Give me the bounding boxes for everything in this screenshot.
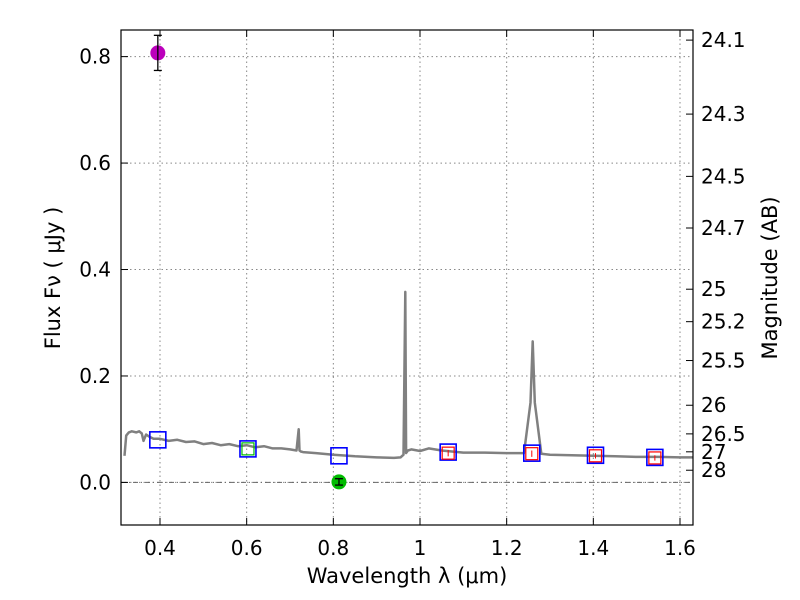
mag-tick-label-7: 26: [701, 393, 726, 417]
mag-tick-label-10: 28: [701, 458, 726, 482]
y-tick-label-2: 0.4: [79, 258, 111, 282]
series-1-square-4: [522, 444, 541, 462]
y-axis-right-label: Magnitude (AB): [758, 196, 782, 359]
y-tick-label-3: 0.6: [79, 151, 111, 175]
data-series: [123, 34, 693, 490]
series-2-square-0: [441, 446, 455, 460]
x-tick-label-0: 0.4: [144, 536, 176, 560]
x-tick-label-3: 1: [414, 536, 427, 560]
grid-lines: [121, 30, 693, 525]
x-tick-label-1: 0.6: [231, 536, 263, 560]
mag-tick-label-3: 24.7: [701, 216, 746, 240]
x-tick-label-5: 1.4: [577, 536, 609, 560]
mag-tick-label-1: 24.3: [701, 102, 746, 126]
x-tick-label-2: 0.8: [317, 536, 349, 560]
plot-frame: [120, 29, 694, 526]
series-2-square-2: [588, 449, 603, 463]
series-1-square-0: [149, 431, 167, 449]
sed-model-line: [123, 290, 693, 460]
series-2-square-3: [648, 451, 662, 465]
series-1-square-5: [586, 446, 605, 465]
y-tick-label-1: 0.2: [79, 364, 111, 388]
mag-tick-label-8: 26.5: [701, 422, 746, 446]
x-tick-label-6: 1.6: [664, 536, 696, 560]
y-tick-label-4: 0.8: [79, 45, 111, 69]
y-axis-label: Flux Fν ( μJy ): [41, 207, 65, 350]
mag-tick-label-0: 24.1: [701, 28, 746, 52]
axis-ticks: 0.4 0.6 0.8 1 1.2 1.4 1.6 0.0 0.2 0.4 0.6 0.8 24.1 24…: [79, 28, 745, 560]
series-1-square-6: [646, 448, 664, 467]
series-1-square-1: [239, 440, 257, 458]
mag-tick-label-2: 24.5: [701, 164, 746, 188]
y-tick-label-0: 0.0: [79, 470, 111, 494]
x-tick-label-4: 1.2: [491, 536, 523, 560]
mag-tick-label-5: 25.2: [701, 310, 746, 334]
series-3-square-0: [241, 442, 255, 456]
x-axis-label: Wavelength λ (μm): [307, 564, 508, 588]
series-1-square-3: [439, 443, 457, 461]
mag-tick-label-9: 27: [701, 440, 726, 464]
series-1-square-2: [330, 447, 348, 465]
mag-tick-label-6: 25.5: [701, 349, 746, 373]
series-2-square-1: [525, 447, 539, 461]
mag-tick-label-4: 25: [701, 277, 726, 301]
